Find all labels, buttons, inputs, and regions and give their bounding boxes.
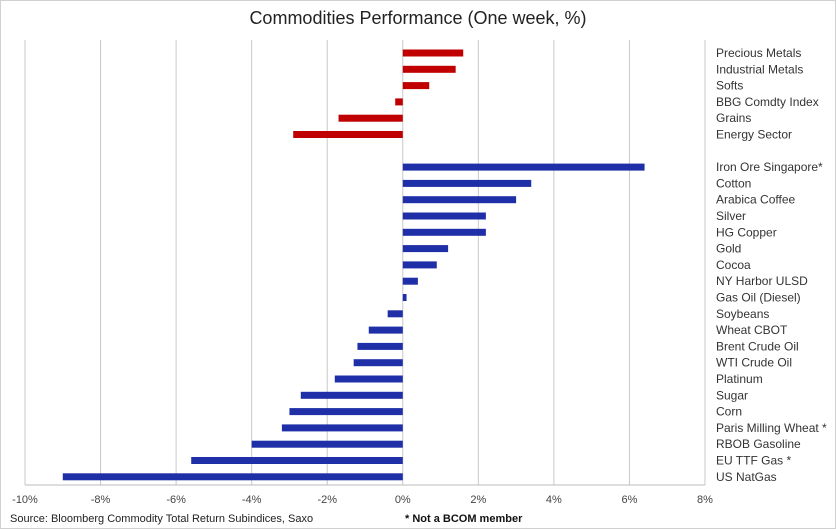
x-tick-label: 8%	[697, 494, 713, 506]
bar	[334, 375, 403, 383]
category-label: Sugar	[716, 388, 748, 402]
bar	[402, 65, 456, 73]
bar	[289, 408, 403, 416]
bar	[402, 82, 430, 90]
x-tick-label: -8%	[91, 494, 111, 506]
bar	[62, 473, 403, 481]
category-label: Industrial Metals	[716, 62, 803, 76]
chart-title: Commodities Performance (One week, %)	[249, 8, 587, 28]
bar	[402, 277, 418, 285]
category-label: Softs	[716, 79, 743, 93]
bar	[293, 131, 403, 138]
category-label: Gas Oil (Diesel)	[716, 291, 801, 305]
x-tick-label: -2%	[317, 494, 337, 506]
category-label: BBG Comdty Index	[716, 95, 819, 109]
bar	[402, 212, 486, 220]
x-tick-label: -6%	[166, 494, 186, 506]
bar	[338, 114, 403, 122]
category-label: RBOB Gasoline	[716, 437, 801, 451]
category-label: WTI Crude Oil	[716, 356, 792, 370]
category-label: Paris Milling Wheat *	[716, 421, 827, 435]
category-label: Soybeans	[716, 307, 769, 321]
bar	[368, 326, 403, 334]
category-label: Arabica Coffee	[716, 193, 795, 207]
category-label: Cocoa	[716, 258, 751, 272]
bar	[191, 457, 403, 464]
category-label: Iron Ore Singapore*	[716, 160, 823, 174]
bar	[402, 261, 437, 269]
category-label: Brent Crude Oil	[716, 339, 799, 353]
bar	[402, 179, 532, 187]
bar	[300, 391, 403, 399]
category-label: NY Harbor ULSD	[716, 274, 808, 288]
bar	[251, 440, 403, 448]
x-tick-label: 0%	[395, 494, 411, 506]
category-label: Platinum	[716, 372, 763, 386]
category-label: Grains	[716, 111, 751, 125]
bar	[281, 424, 403, 432]
bar	[402, 294, 407, 301]
x-tick-label: 6%	[621, 494, 637, 506]
category-label: Silver	[716, 209, 746, 223]
bar	[402, 196, 517, 204]
member-note: * Not a BCOM member	[405, 513, 523, 525]
bar	[357, 342, 403, 350]
bar	[353, 359, 403, 367]
category-label: US NatGas	[716, 470, 777, 484]
category-label: Energy Sector	[716, 128, 792, 142]
category-label: Corn	[716, 405, 742, 419]
bar	[387, 310, 403, 318]
category-label: Gold	[716, 242, 741, 256]
bar	[402, 245, 449, 253]
bar	[395, 98, 403, 106]
category-label: Wheat CBOT	[716, 323, 788, 337]
x-tick-label: -4%	[242, 494, 262, 506]
category-label: HG Copper	[716, 225, 777, 239]
category-label: Precious Metals	[716, 46, 801, 60]
bar	[402, 163, 645, 171]
category-label: EU TTF Gas *	[716, 454, 791, 468]
category-label: Cotton	[716, 176, 751, 190]
bar	[402, 49, 464, 57]
x-tick-label: 4%	[546, 494, 562, 506]
bar	[402, 228, 486, 236]
x-tick-label: -10%	[12, 494, 38, 506]
source-note: Source: Bloomberg Commodity Total Return…	[10, 513, 314, 525]
x-tick-label: 2%	[470, 494, 486, 506]
